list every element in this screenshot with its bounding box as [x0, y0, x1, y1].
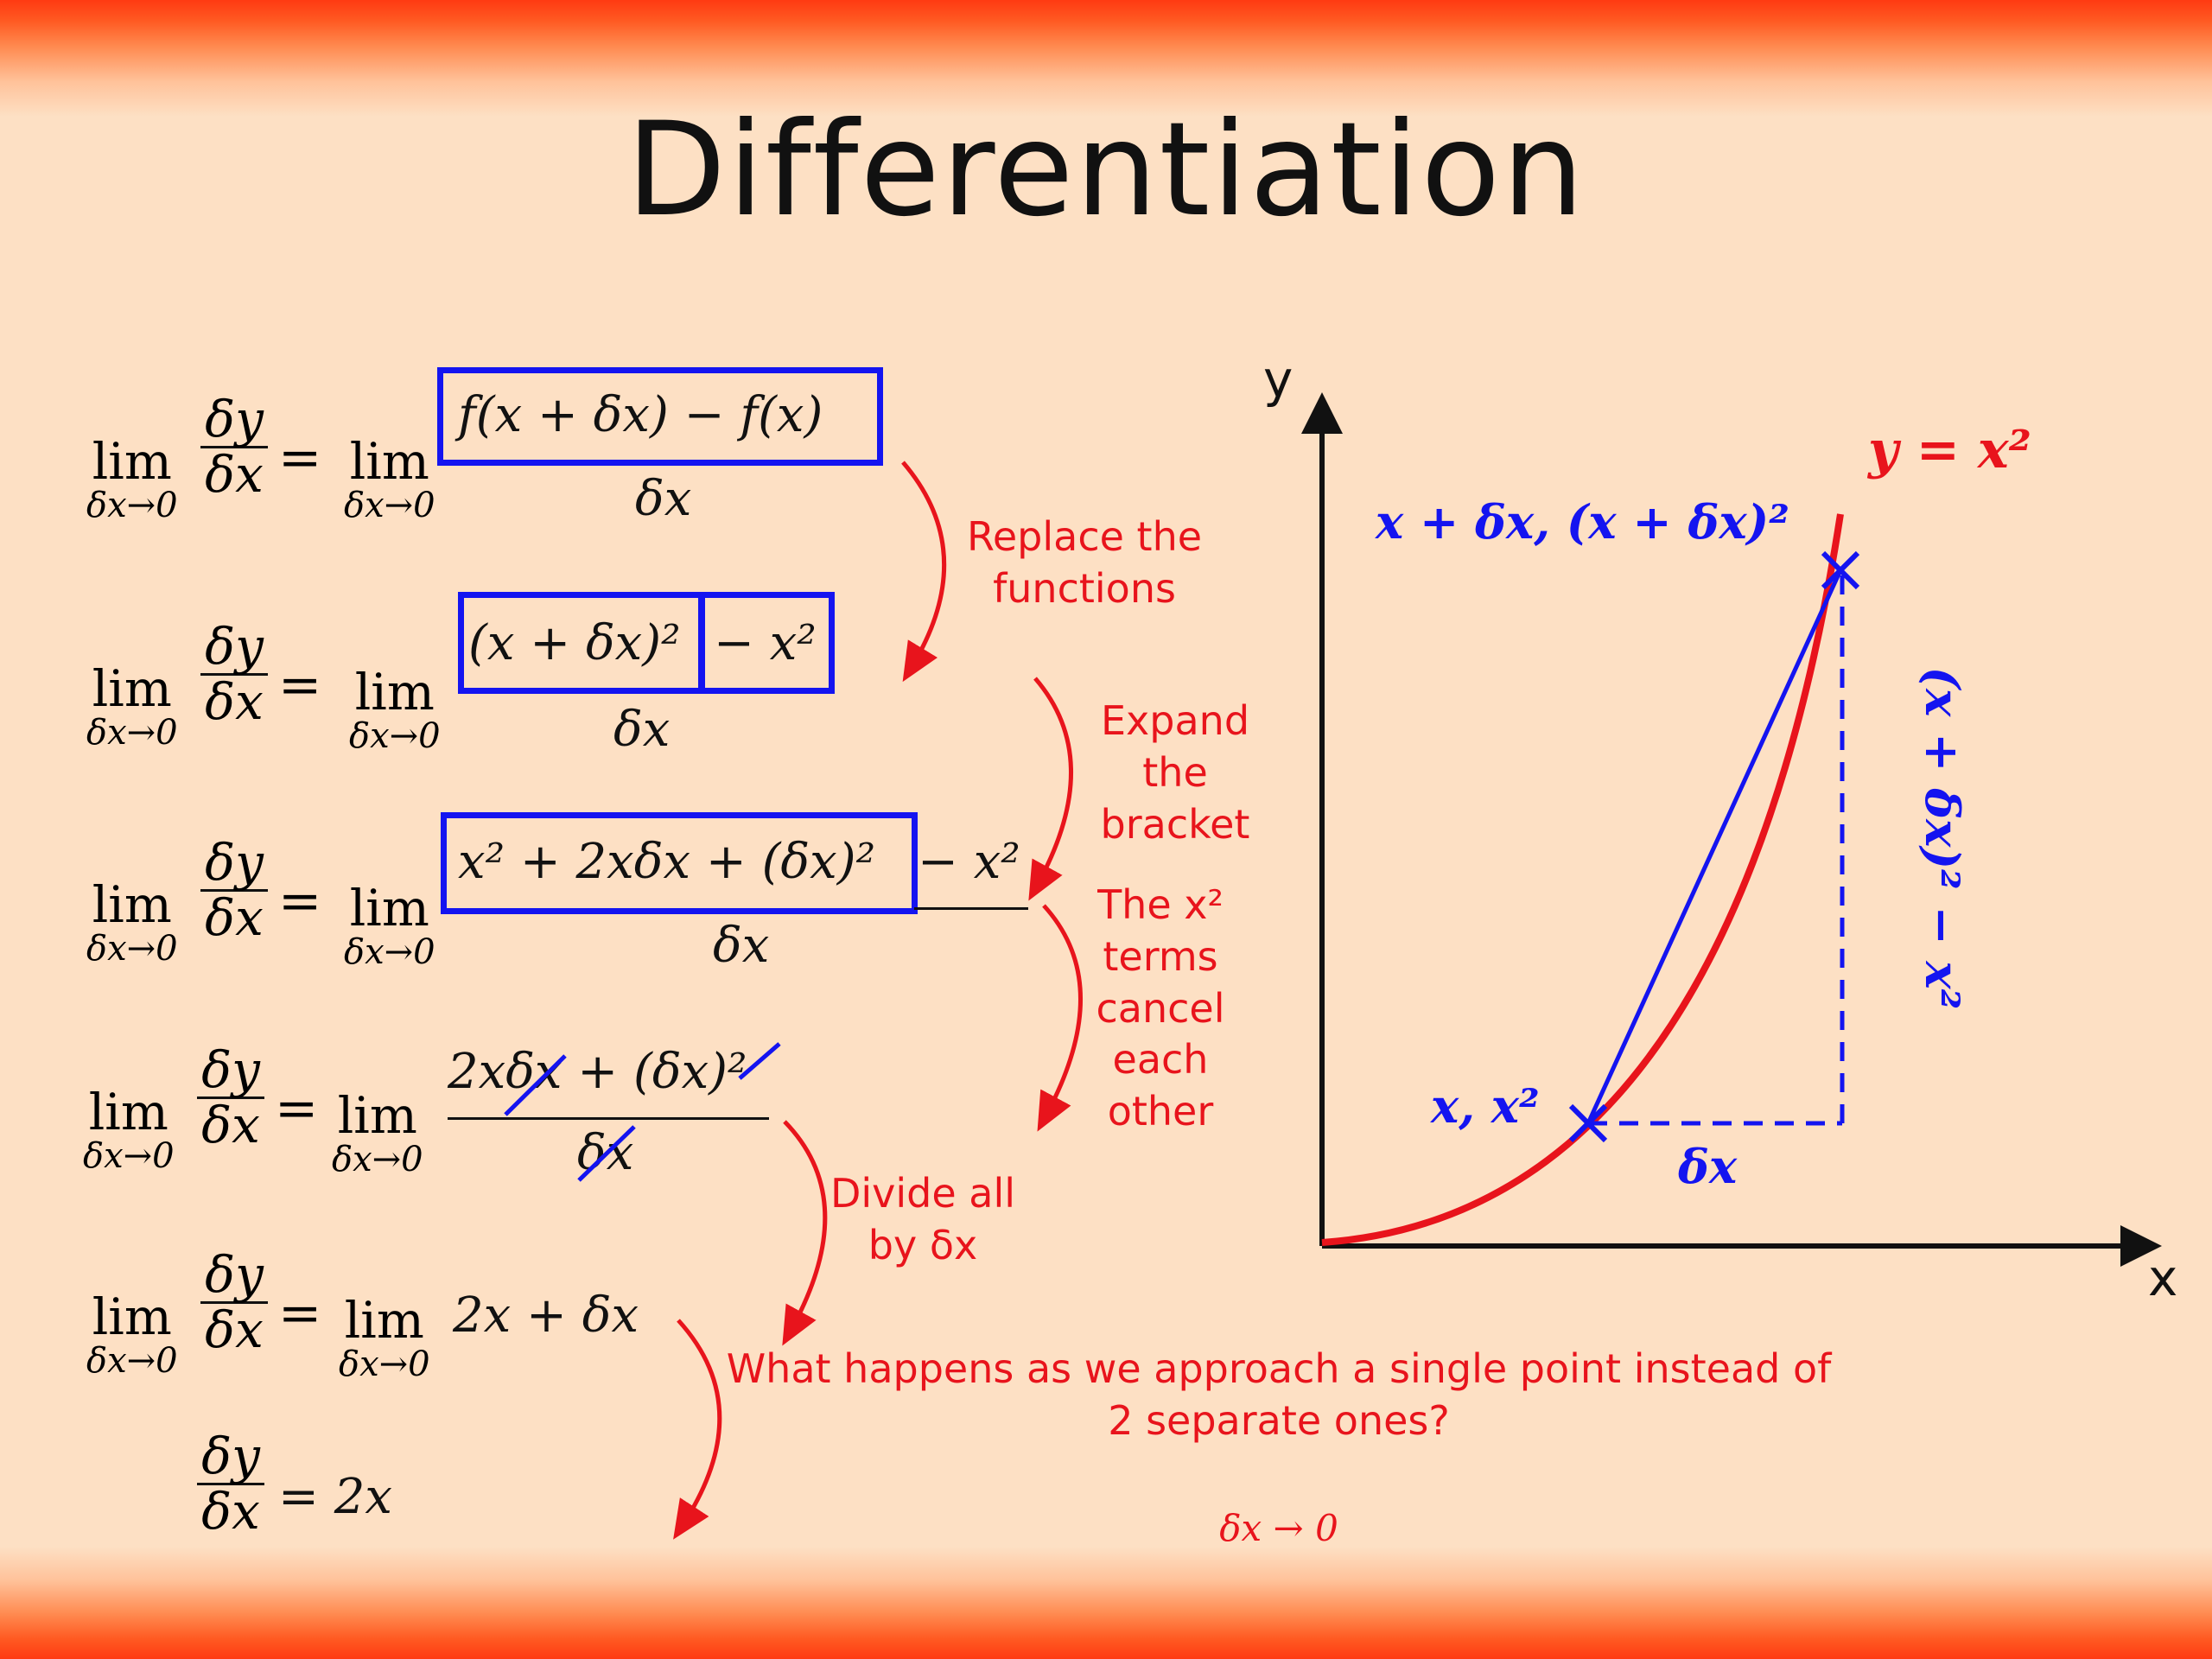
secant-line [1586, 569, 1843, 1125]
y-axis-label: y [1263, 350, 1294, 409]
lim-operator: lim δx→0 [86, 432, 178, 525]
lim-operator: lim δx→0 [339, 1291, 430, 1384]
numerator-term: (x + δx)² [468, 615, 681, 671]
curve-y-equals-x-squared [1321, 513, 1844, 1246]
bottom-band [0, 1547, 2212, 1659]
dy-dx-fraction: δy δx [200, 836, 268, 944]
fraction-bar [448, 1117, 769, 1120]
dy-dx-fraction: δy δx [200, 620, 268, 728]
curve-label: y = x² [1868, 420, 2031, 480]
point-lower-marker [1568, 1103, 1608, 1143]
x-axis-label: x [2148, 1249, 2178, 1307]
cancel-strike [504, 1054, 567, 1116]
arrow-approach [673, 1319, 722, 1540]
highlight-box [698, 592, 835, 694]
lim-operator: lim δx→0 [349, 663, 441, 756]
highlight-box [437, 367, 883, 466]
lim-operator: lim δx→0 [83, 1083, 175, 1176]
fraction-bar [914, 907, 1028, 910]
top-band [0, 0, 2212, 117]
dy-dx-fraction: δy δx [197, 1044, 264, 1152]
dy-dx-fraction: δy δx [197, 1430, 264, 1538]
numerator-term: − x² [714, 615, 817, 671]
equals-sign: = [278, 1283, 322, 1344]
run-label: δx [1678, 1139, 1738, 1194]
final-result: = 2x [278, 1469, 392, 1525]
arrow-cancel [1037, 904, 1083, 1132]
equals-sign: = [278, 655, 322, 715]
arrow-divide [782, 1120, 828, 1346]
note-cancel: The x² terms cancel each other [1096, 881, 1225, 1135]
rise-label: (x + δx)² − x² [1915, 666, 1970, 1010]
lim-operator: lim δx→0 [344, 879, 435, 972]
point-upper-marker [1821, 550, 1860, 590]
lim-operator: lim δx→0 [344, 432, 435, 525]
lim-operator: lim δx→0 [86, 875, 178, 969]
denominator: δx [713, 918, 770, 974]
lim-operator: lim δx→0 [332, 1086, 423, 1179]
lim-operator: lim δx→0 [86, 659, 178, 753]
numerator-term: − x² [918, 834, 1020, 890]
numerator-term: x² + 2xδx + (δx)² [458, 834, 876, 890]
denominator: δx [613, 702, 671, 758]
note-divide: Divide all by δx [830, 1170, 1016, 1268]
result-expression: 2x + δx [453, 1287, 639, 1344]
denominator: δx [635, 471, 692, 527]
equals-sign: = [278, 871, 322, 931]
cancel-strike [738, 1042, 781, 1080]
numerator: f(x + δx) − f(x) [458, 387, 823, 443]
arrow-replace [901, 461, 947, 683]
highlight-box [441, 812, 918, 914]
equals-sign: = [278, 428, 322, 488]
note-approach: What happens as we approach a single poi… [726, 1345, 1832, 1444]
lim-operator: lim δx→0 [86, 1287, 178, 1381]
dy-dx-fraction: δy δx [200, 393, 268, 501]
equals-sign: = [275, 1078, 319, 1139]
note-expand: Expand the bracket [1100, 697, 1250, 848]
point-lower-label: x, x² [1431, 1078, 1540, 1134]
cancel-strike [577, 1125, 636, 1182]
note-replace: Replace the functions [966, 513, 1203, 612]
limit-expression: δx → 0 [1219, 1507, 1338, 1549]
slide-title: Differentiation [626, 95, 1586, 245]
arrow-expand [1028, 677, 1073, 901]
numerator: 2xδx + (δx)² [448, 1044, 747, 1100]
point-upper-label: x + δx, (x + δx)² [1376, 494, 1789, 550]
dy-dx-fraction: δy δx [200, 1249, 268, 1357]
